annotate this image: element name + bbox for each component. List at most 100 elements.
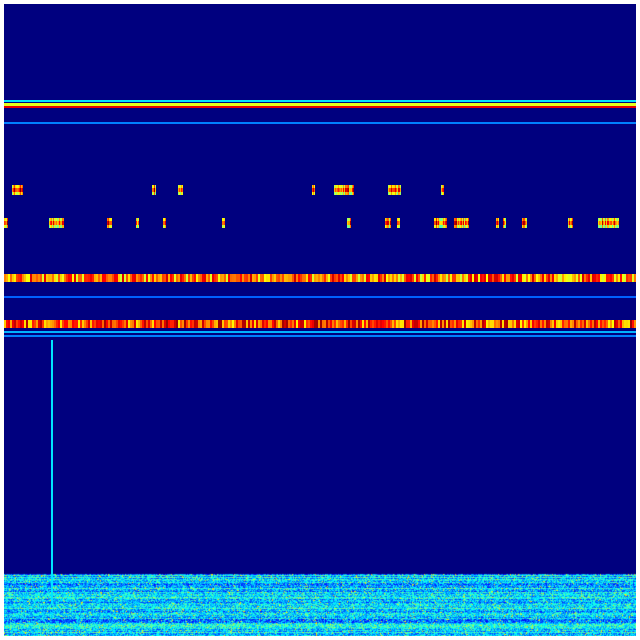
heatmap-band-cell <box>164 274 166 282</box>
heatmap-band-cell <box>264 320 266 328</box>
heatmap-band-cell <box>102 320 104 328</box>
heatmap-block-cell <box>393 185 394 188</box>
heatmap-block-cell <box>110 221 111 225</box>
heatmap-band-cell <box>620 274 622 282</box>
heatmap-band-cell <box>332 320 334 328</box>
heatmap-band-cell <box>82 274 84 282</box>
heatmap-band-cell <box>382 274 384 282</box>
heatmap-block-cell <box>58 221 59 225</box>
heatmap-block-cell <box>397 185 398 188</box>
heatmap-band-cell <box>190 274 192 282</box>
heatmap-band-cell <box>304 320 306 328</box>
heatmap-block-cell <box>350 221 351 225</box>
heatmap-band-cell <box>482 274 484 282</box>
heatmap-band-cell <box>578 274 580 282</box>
heatmap-band-cell <box>150 320 152 328</box>
heatmap-band-cell <box>180 320 182 328</box>
heatmap-block-cell <box>13 188 14 192</box>
heatmap-band-cell <box>372 274 374 282</box>
heatmap-band-cell <box>566 320 568 328</box>
heatmap-block-cell <box>163 221 164 225</box>
heatmap-band-cell <box>142 274 144 282</box>
heatmap-block-cell <box>12 185 13 188</box>
heatmap-band-cell <box>92 274 94 282</box>
heatmap-block-cell <box>442 185 443 188</box>
heatmap-block-cell <box>339 192 340 195</box>
heatmap-block-cell <box>610 218 611 221</box>
heatmap-block-cell <box>352 185 353 188</box>
heatmap-block-cell <box>615 225 616 228</box>
heatmap-band-cell <box>364 274 366 282</box>
heatmap-band-cell <box>270 274 272 282</box>
heatmap-block-cell <box>612 225 613 228</box>
heatmap-block-cell <box>442 221 443 225</box>
heatmap-band-cell <box>188 320 190 328</box>
heatmap-band-cell <box>198 320 200 328</box>
heatmap-band-cell <box>158 274 160 282</box>
heatmap-band-cell <box>18 320 20 328</box>
heatmap-block-cell <box>51 225 52 228</box>
heatmap-band-cell <box>336 274 338 282</box>
heatmap-block-cell <box>439 221 440 225</box>
heatmap-band-cell <box>290 320 292 328</box>
heatmap-band-cell <box>392 320 394 328</box>
heatmap-block-cell <box>572 225 573 228</box>
heatmap-block-cell <box>385 218 386 221</box>
heatmap-band-cell <box>98 320 100 328</box>
heatmap-band-cell <box>148 274 150 282</box>
heatmap-band-cell <box>172 274 174 282</box>
heatmap-band-cell <box>66 320 68 328</box>
heatmap-band-cell <box>372 320 374 328</box>
heatmap-block-cell <box>224 225 225 228</box>
heatmap-block-cell <box>55 218 56 221</box>
heatmap-block-cell <box>387 221 388 225</box>
heatmap-band-cell <box>616 320 618 328</box>
heatmap-band-cell <box>548 274 550 282</box>
heatmap-band-cell <box>550 274 552 282</box>
heatmap-band-cell <box>118 320 120 328</box>
heatmap-band-cell <box>540 274 542 282</box>
heatmap-band-cell <box>558 320 560 328</box>
heatmap-band-cell <box>308 320 310 328</box>
heatmap-block-cell <box>617 225 618 228</box>
heatmap-block-cell <box>314 185 315 188</box>
heatmap-block-cell <box>6 218 7 221</box>
heatmap-block-cell <box>392 188 393 192</box>
heatmap-band-cell <box>38 320 40 328</box>
heatmap-band-cell <box>536 274 538 282</box>
heatmap-block-cell <box>349 221 350 225</box>
heatmap-band-cell <box>436 320 438 328</box>
heatmap-block-cell <box>445 221 446 225</box>
heatmap-band-cell <box>504 274 506 282</box>
heatmap-block-cell <box>6 221 7 225</box>
heatmap-block-cell <box>611 221 612 225</box>
heatmap-band-cell <box>358 320 360 328</box>
heatmap-block-cell <box>14 192 15 195</box>
heatmap-block-cell <box>599 218 600 221</box>
heatmap-band-cell <box>4 320 6 328</box>
heatmap-band-cell <box>286 274 288 282</box>
heatmap-block-cell <box>110 218 111 221</box>
heatmap-band-cell <box>564 320 566 328</box>
heatmap-block-cell <box>312 185 313 188</box>
heatmap-block-cell <box>497 221 498 225</box>
heatmap-block-cell <box>524 221 525 225</box>
heatmap-band-cell <box>78 320 80 328</box>
heatmap-block-cell <box>442 188 443 192</box>
heatmap-band-cell <box>136 274 138 282</box>
heatmap-band-cell <box>556 320 558 328</box>
heatmap-block-cell <box>468 221 469 225</box>
heatmap-band-cell <box>284 274 286 282</box>
heatmap-band-cell <box>148 320 150 328</box>
heatmap-block-cell <box>434 218 435 221</box>
heatmap-band-cell <box>228 320 230 328</box>
heatmap-band-cell <box>584 274 586 282</box>
heatmap-block-cell <box>53 225 54 228</box>
heatmap-block-cell <box>15 185 16 188</box>
heatmap-block-cell <box>600 218 601 221</box>
heatmap-block-cell <box>20 188 21 192</box>
heatmap-band-cell <box>442 274 444 282</box>
heatmap-band-cell <box>384 274 386 282</box>
heatmap-band-cell <box>166 274 168 282</box>
heatmap-block-cell <box>435 218 436 221</box>
